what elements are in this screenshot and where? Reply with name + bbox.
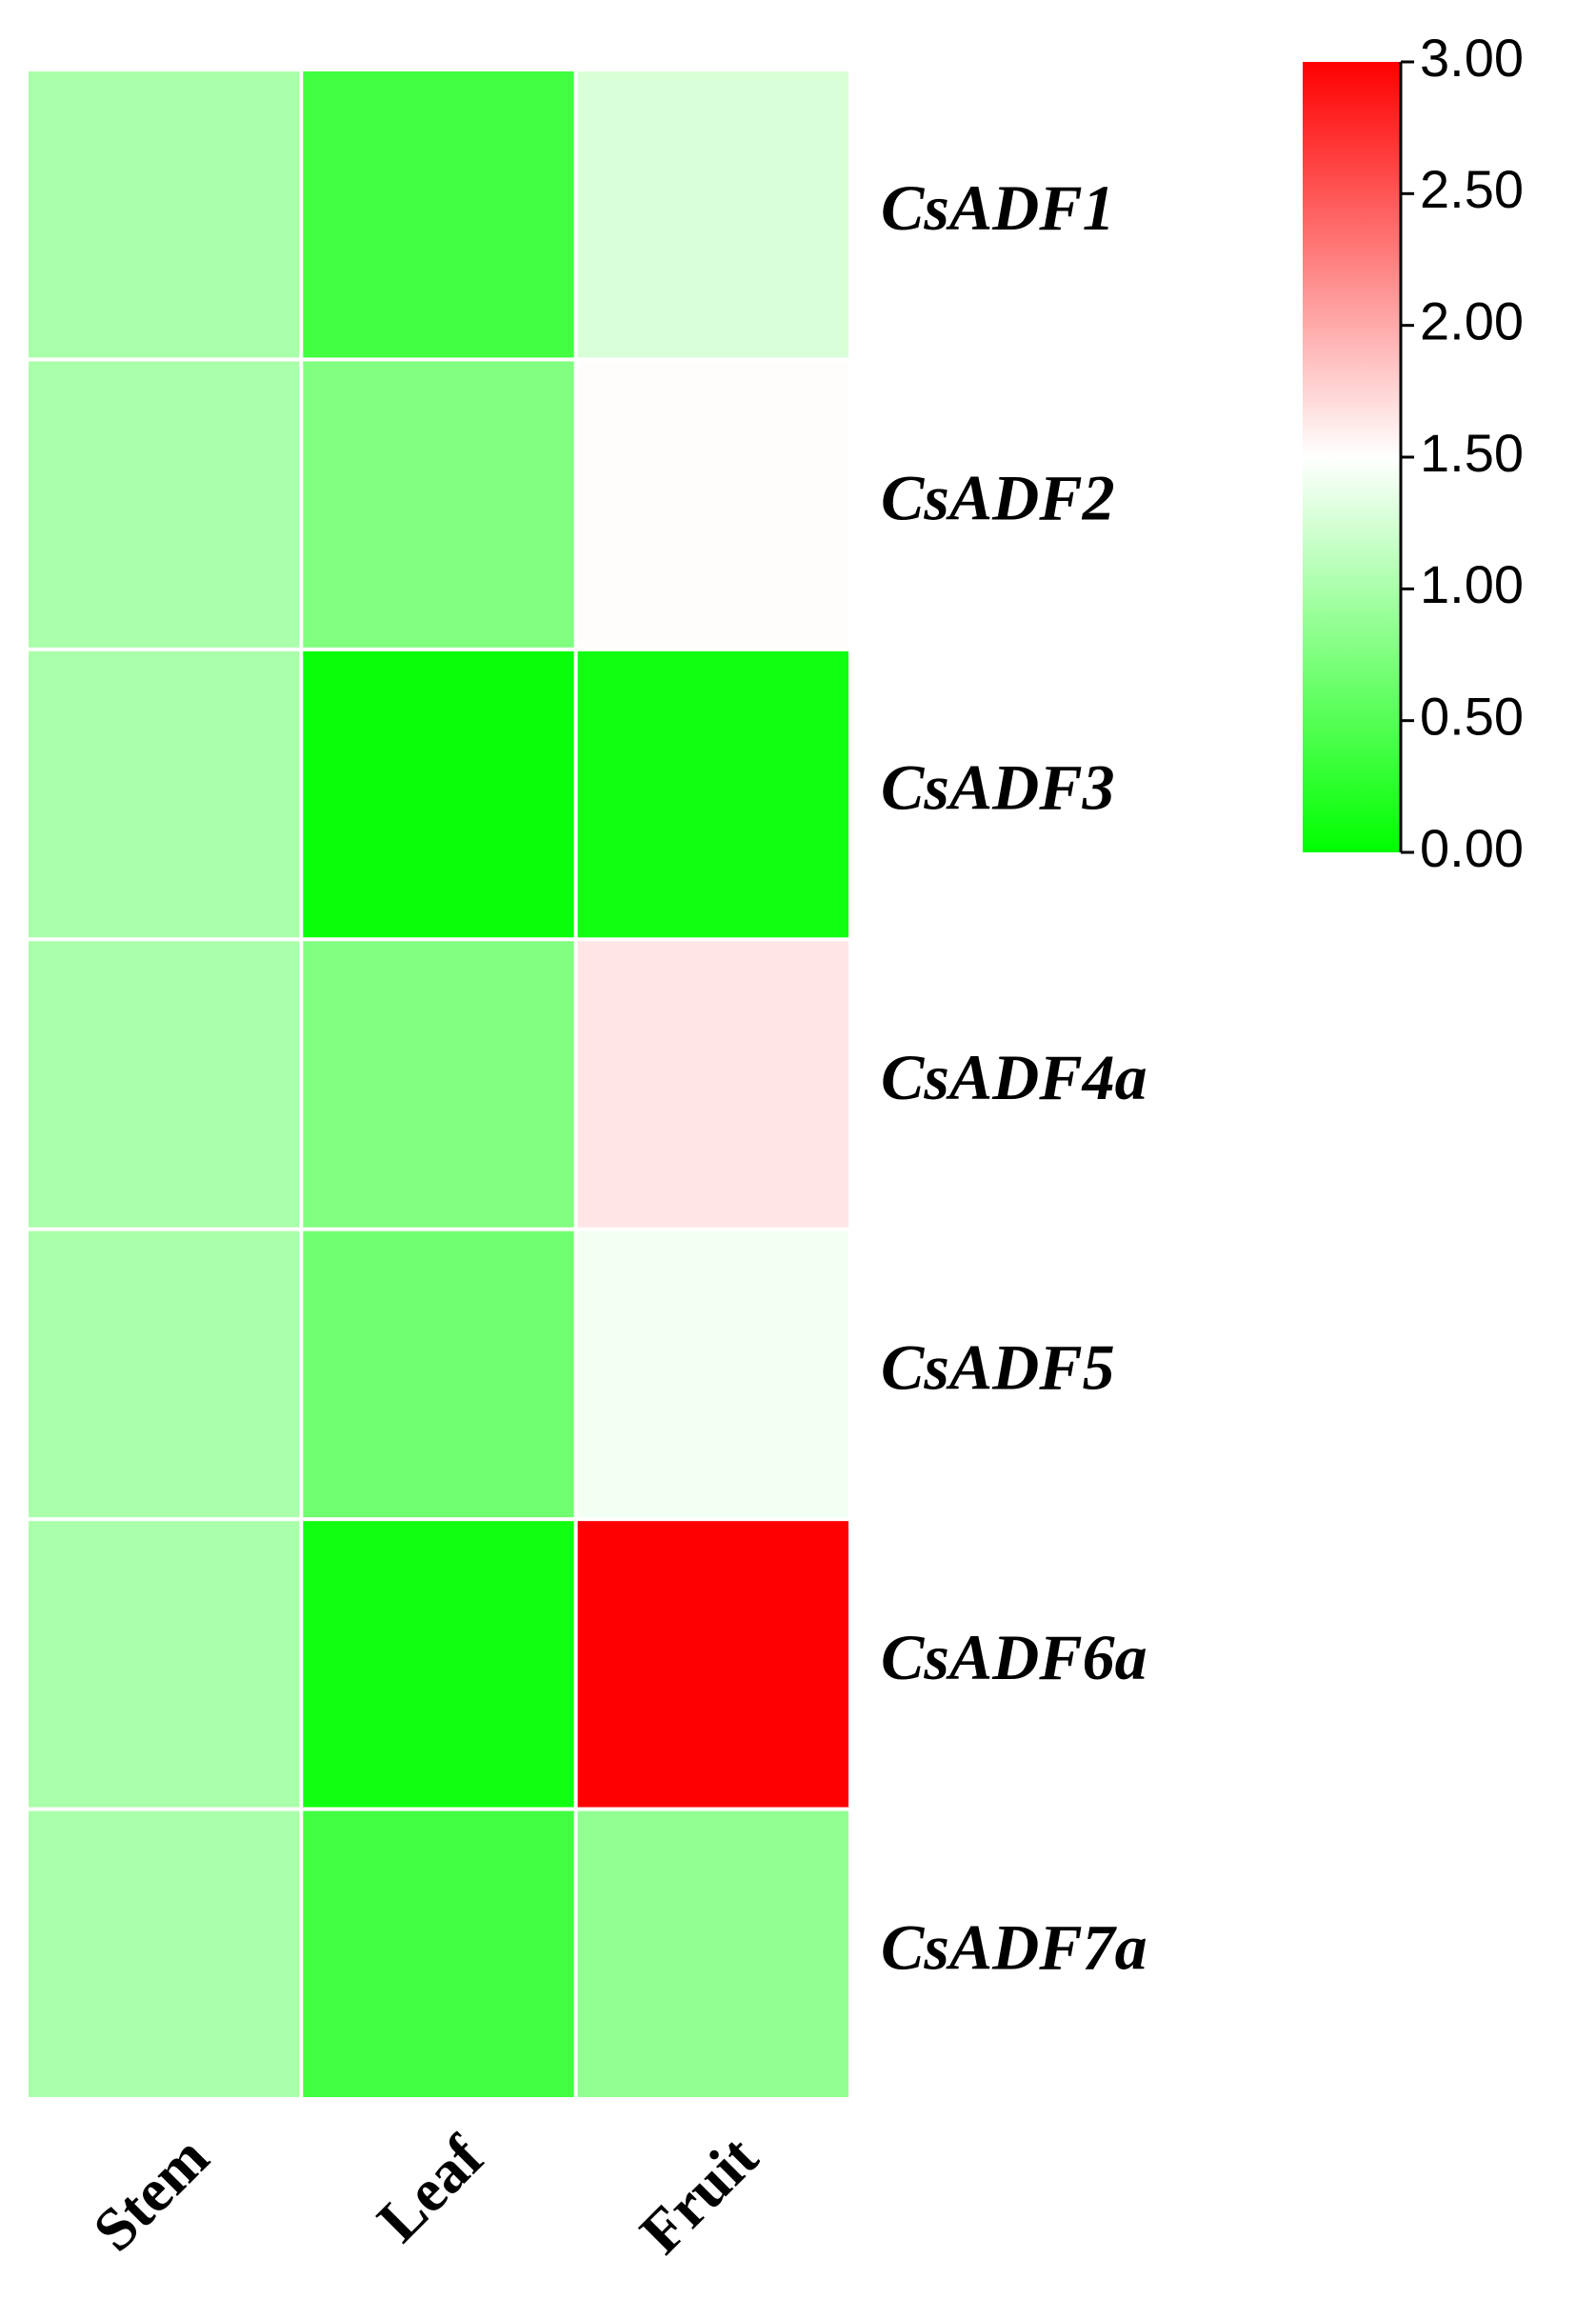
row-label: CsADF3 <box>881 751 1115 824</box>
heatmap-cell <box>303 1810 574 2097</box>
heatmap-cell <box>29 650 300 938</box>
column-label: Fruit <box>627 2123 770 2267</box>
colorbar-tick-label: 3.00 <box>1420 28 1524 88</box>
heatmap-cell <box>29 941 300 1228</box>
heatmap-cell <box>29 361 300 648</box>
heatmap-cell <box>303 1230 574 1518</box>
row-label: CsADF4a <box>881 1041 1147 1113</box>
row-label: CsADF1 <box>881 171 1115 244</box>
heatmap-cell <box>577 1230 848 1518</box>
heatmap-cell <box>303 1521 574 1808</box>
row-label: CsADF6a <box>881 1621 1147 1693</box>
heatmap-cell <box>303 71 574 358</box>
row-label: CsADF7a <box>881 1910 1147 1983</box>
colorbar-tick-label: 0.00 <box>1420 818 1524 878</box>
column-label: Leaf <box>365 2123 497 2255</box>
heatmap-cell <box>303 361 574 648</box>
heatmap-cell <box>303 941 574 1228</box>
heatmap-cell <box>577 650 848 938</box>
heatmap-cell <box>29 1230 300 1518</box>
heatmap-cell <box>577 941 848 1228</box>
column-label: Stem <box>80 2123 221 2264</box>
row-label: CsADF5 <box>881 1331 1115 1404</box>
heatmap-cell <box>577 1810 848 2097</box>
heatmap-cell <box>577 361 848 648</box>
colorbar-tick-label: 1.00 <box>1420 554 1524 614</box>
heatmap-cell <box>29 1810 300 2097</box>
colorbar-tick-label: 2.00 <box>1420 290 1524 350</box>
colorbar-tick-label: 1.50 <box>1420 423 1524 483</box>
heatmap-cell <box>577 71 848 358</box>
heatmap-cell <box>303 650 574 938</box>
colorbar <box>1303 62 1401 852</box>
row-label: CsADF2 <box>881 461 1115 533</box>
colorbar-tick-label: 0.50 <box>1420 686 1524 746</box>
heatmap-cell <box>577 1521 848 1808</box>
colorbar-tick-label: 2.50 <box>1420 159 1524 219</box>
heatmap-cell <box>29 71 300 358</box>
heatmap-cell <box>29 1521 300 1808</box>
